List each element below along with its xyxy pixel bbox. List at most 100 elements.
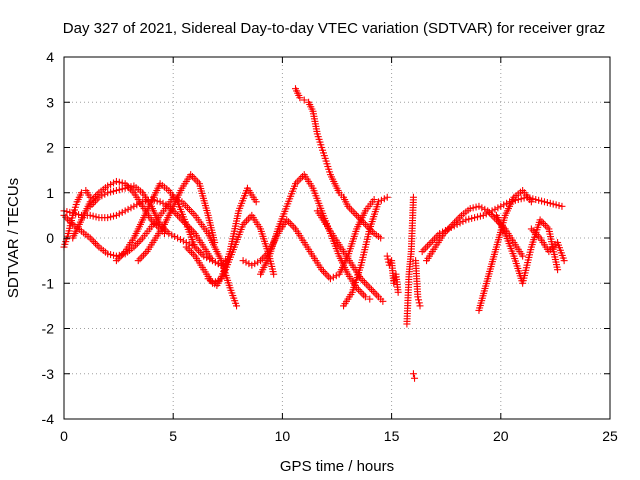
- data-point: [380, 195, 388, 203]
- data-point: [288, 221, 296, 229]
- data-point: [104, 189, 112, 197]
- data-point: [190, 174, 198, 182]
- data-point: [242, 258, 250, 266]
- y-tick-label: 0: [46, 230, 54, 246]
- data-point: [90, 238, 98, 246]
- data-point: [475, 202, 483, 210]
- data-point: [416, 302, 424, 310]
- y-tick-label: -3: [42, 366, 55, 382]
- data-point: [115, 210, 123, 218]
- data-point: [62, 213, 70, 221]
- x-tick-label: 25: [602, 428, 618, 444]
- data-point: [494, 204, 502, 212]
- data-point: [296, 94, 304, 102]
- data-point: [130, 202, 138, 210]
- data-point: [474, 213, 482, 221]
- data-point: [92, 213, 100, 221]
- x-tick-label: 5: [169, 428, 177, 444]
- data-point: [543, 199, 551, 207]
- data-point: [383, 252, 391, 260]
- data-point: [104, 250, 112, 258]
- data-point: [214, 260, 222, 268]
- data-point: [107, 213, 115, 221]
- data-point: [98, 192, 106, 200]
- data-point: [377, 196, 385, 204]
- data-point: [360, 291, 368, 299]
- data-point: [91, 239, 99, 247]
- data-point: [540, 220, 548, 228]
- data-point: [110, 179, 118, 187]
- data-point: [63, 215, 71, 223]
- data-point: [552, 201, 560, 209]
- x-axis-label: GPS time / hours: [280, 458, 394, 475]
- data-point: [449, 220, 457, 228]
- data-point: [356, 287, 364, 295]
- data-point: [168, 231, 176, 239]
- data-point: [189, 250, 197, 258]
- data-point: [468, 214, 476, 222]
- data-point: [297, 174, 305, 182]
- data-point: [332, 272, 340, 280]
- data-point: [196, 248, 204, 256]
- data-point: [243, 217, 251, 225]
- data-point: [361, 293, 369, 301]
- data-point: [362, 280, 370, 288]
- data-point: [104, 214, 112, 222]
- data-point: [471, 214, 479, 222]
- data-point: [162, 201, 170, 209]
- data-point: [423, 242, 431, 250]
- data-point: [384, 255, 392, 263]
- data-point: [127, 183, 135, 191]
- data-point: [459, 217, 467, 225]
- data-point: [93, 241, 101, 249]
- data-point: [374, 198, 382, 206]
- data-point: [500, 201, 508, 209]
- data-point: [290, 223, 298, 231]
- data-point: [171, 232, 179, 240]
- data-point: [300, 96, 308, 104]
- data-point: [69, 209, 77, 217]
- data-point: [497, 202, 505, 210]
- data-point: [118, 179, 126, 187]
- y-tick-label: 3: [46, 94, 54, 110]
- data-point: [66, 208, 74, 216]
- data-point: [414, 293, 422, 301]
- data-point: [89, 212, 97, 220]
- data-point: [270, 270, 278, 278]
- data-point: [118, 208, 126, 216]
- data-point: [72, 210, 80, 218]
- y-tick-label: -2: [42, 321, 55, 337]
- data-point: [364, 282, 372, 290]
- data-point: [481, 205, 489, 213]
- data-point: [369, 287, 377, 295]
- data-point: [252, 198, 260, 206]
- y-axis-label: SDTVAR / TECUs: [5, 178, 22, 298]
- data-point: [465, 215, 473, 223]
- data-point: [110, 187, 118, 195]
- data-point: [371, 289, 379, 297]
- data-point: [377, 234, 385, 242]
- data-point: [101, 190, 109, 198]
- data-point: [176, 236, 184, 244]
- data-point: [321, 269, 329, 277]
- data-point: [104, 182, 112, 190]
- data-point: [248, 261, 256, 269]
- y-tick-label: -1: [42, 275, 55, 291]
- data-point: [141, 249, 149, 257]
- data-point: [366, 284, 374, 292]
- tick-labels: 0 5 10 15 20 25 -4 -3 -2 -1 0 1 2 3 4: [42, 49, 618, 444]
- data-point: [138, 253, 146, 261]
- data-point: [165, 229, 173, 237]
- data-point: [379, 297, 387, 305]
- data-point: [529, 195, 537, 203]
- data-point: [128, 187, 136, 195]
- data-point: [548, 244, 556, 252]
- data-point: [295, 176, 303, 184]
- chart-title: Day 327 of 2021, Sidereal Day-to-day VTE…: [63, 20, 605, 37]
- data-point: [121, 184, 129, 192]
- data-point: [254, 258, 262, 266]
- data-point: [112, 211, 120, 219]
- data-point: [555, 202, 563, 210]
- data-point: [456, 213, 464, 221]
